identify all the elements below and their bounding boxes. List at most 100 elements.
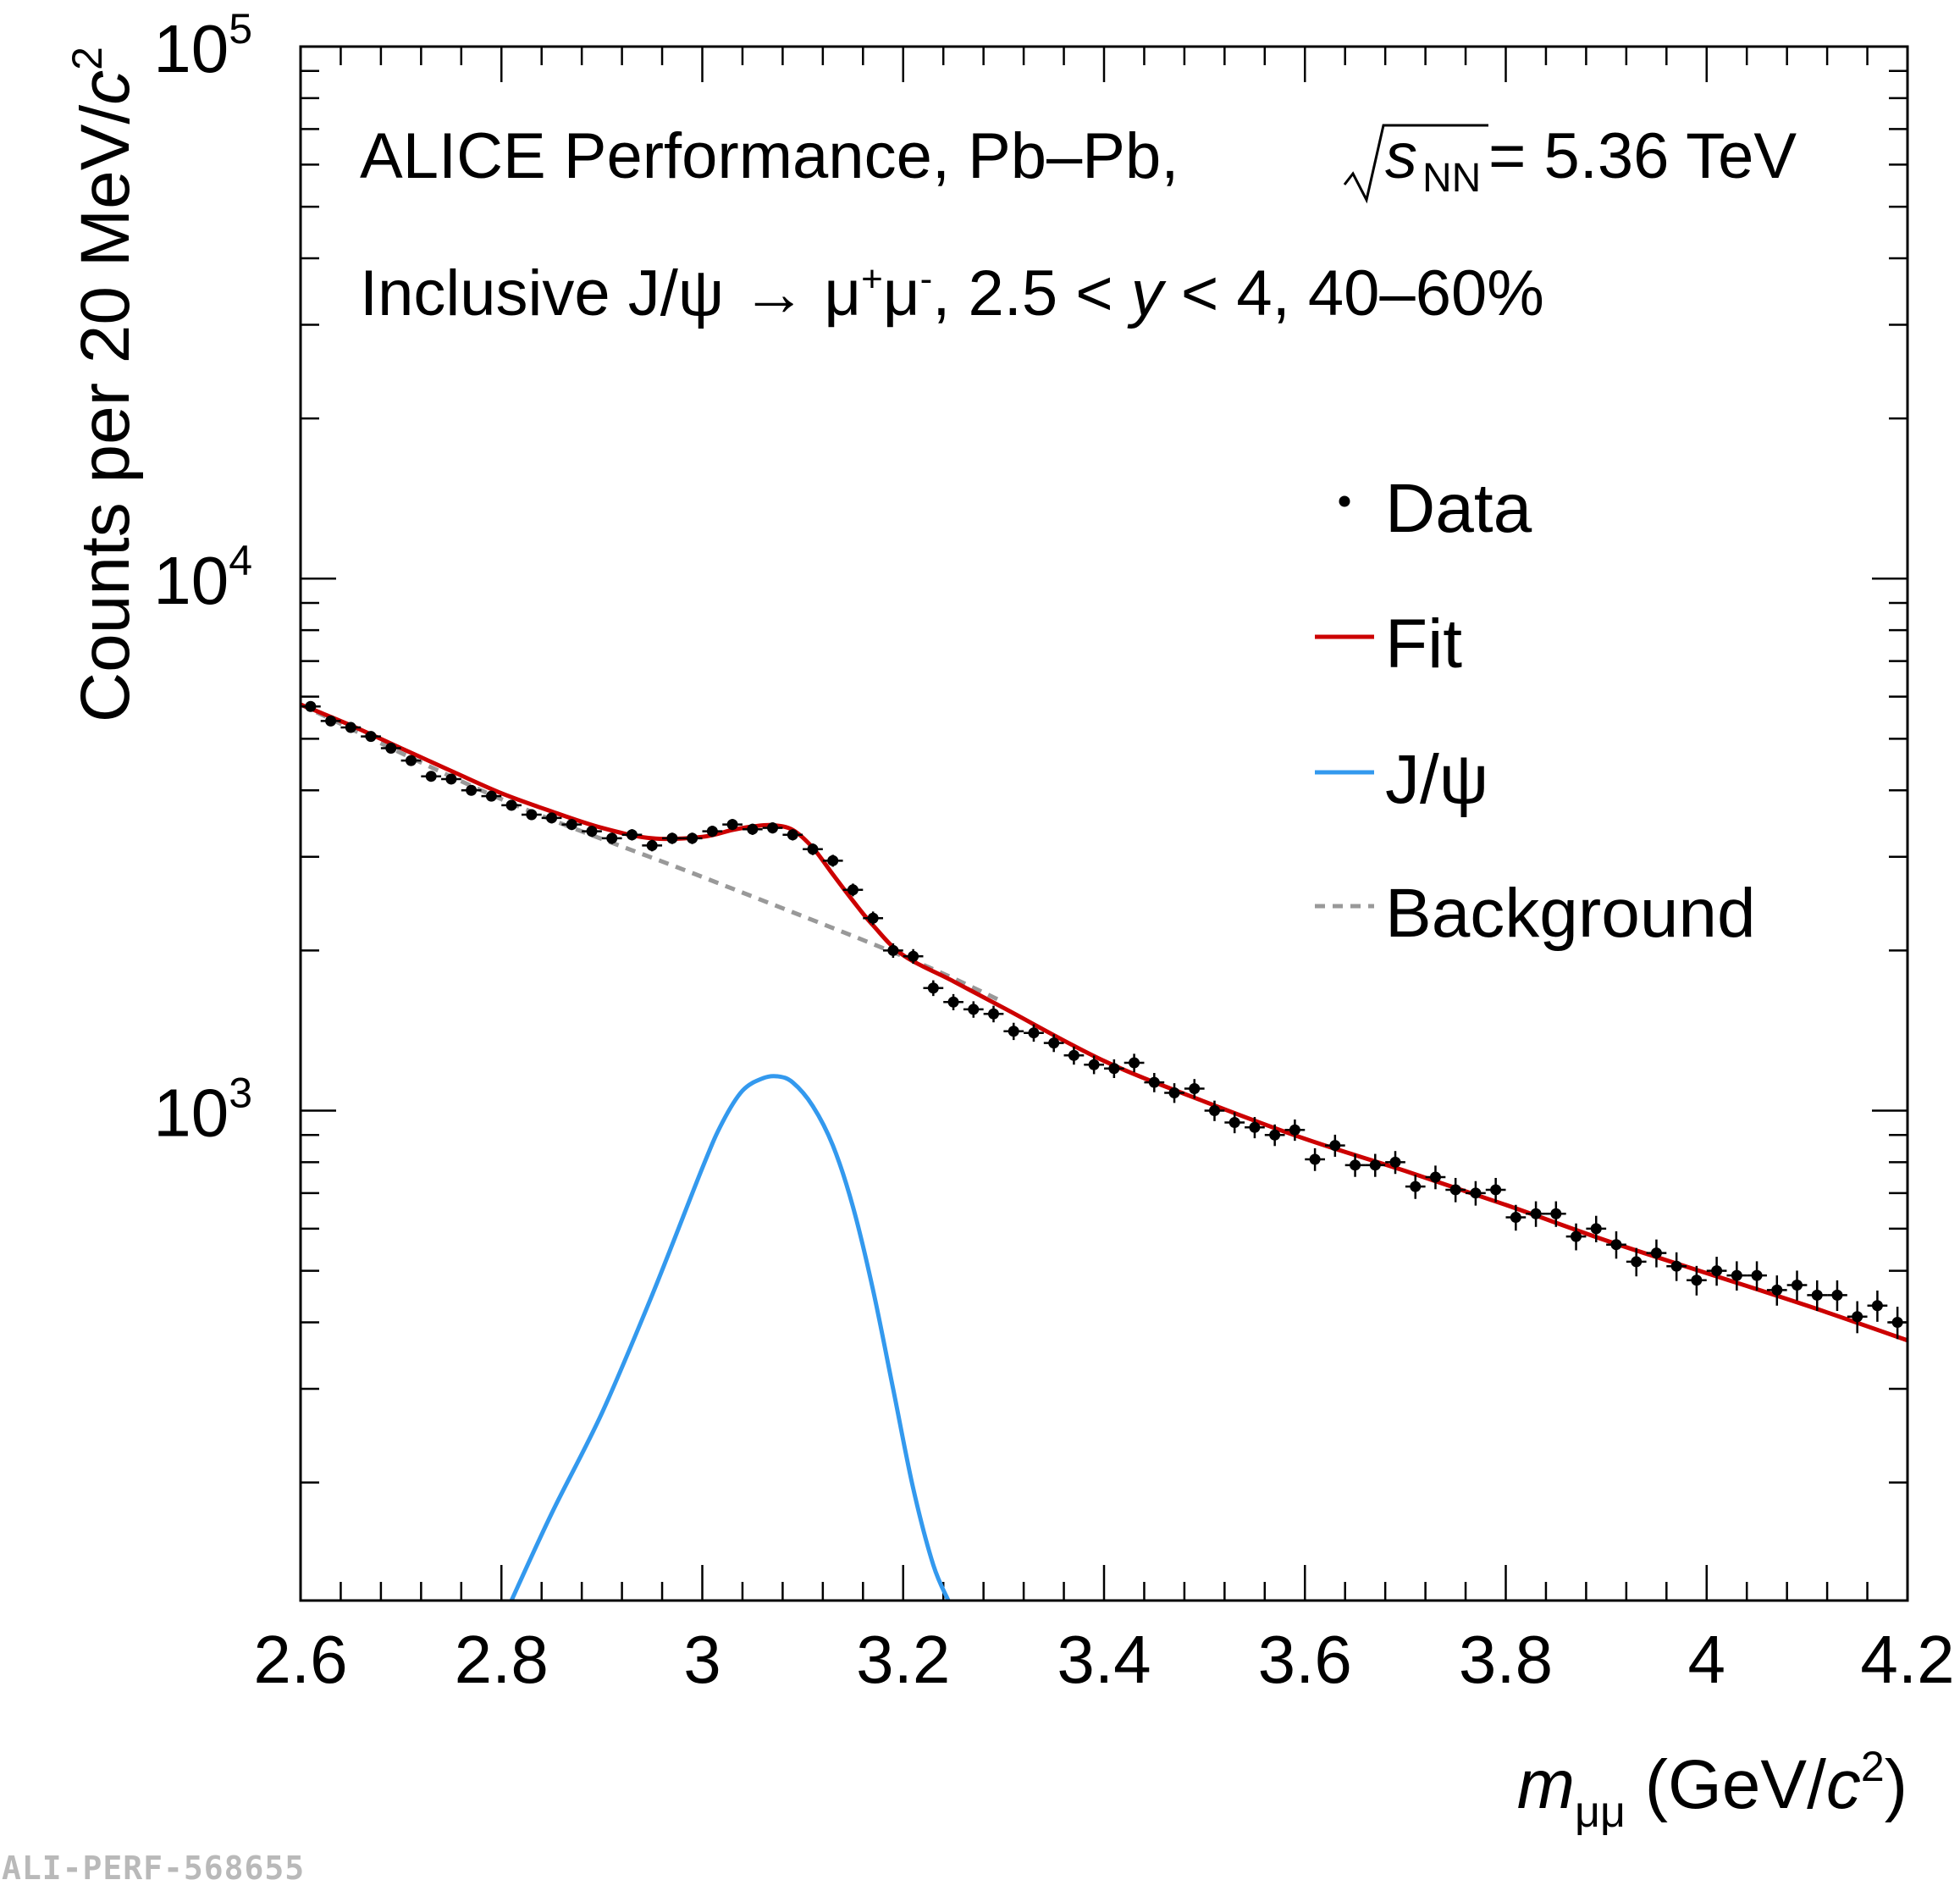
x-tick-label: 4.2 <box>1860 1622 1954 1697</box>
data-points <box>301 700 1908 1340</box>
x-tick-label: 3.8 <box>1459 1622 1553 1697</box>
data-point <box>1365 1153 1386 1177</box>
data-marker <box>1309 1153 1321 1165</box>
y-tick-label: 104 <box>153 537 252 618</box>
data-marker <box>807 843 819 855</box>
data-point <box>1043 1034 1064 1053</box>
data-marker <box>425 771 437 782</box>
header-line1-suffix: = 5.36 TeV <box>1488 120 1797 192</box>
data-point <box>1084 1055 1104 1075</box>
data-marker <box>1129 1057 1140 1069</box>
header-sqrt-sub: NN <box>1422 156 1481 201</box>
data-point <box>1425 1165 1446 1190</box>
data-point <box>361 731 381 743</box>
data-marker <box>1208 1104 1220 1116</box>
data-marker <box>1852 1311 1863 1323</box>
data-marker <box>1550 1208 1562 1219</box>
data-point <box>702 826 723 838</box>
data-marker <box>1269 1129 1281 1141</box>
data-marker <box>1571 1230 1582 1242</box>
data-point <box>1687 1265 1707 1296</box>
data-point <box>1003 1022 1024 1041</box>
data-marker <box>1449 1184 1461 1196</box>
data-point <box>662 832 682 844</box>
y-tick-label: 103 <box>153 1069 252 1150</box>
data-point <box>1586 1215 1607 1242</box>
sqrt-sign <box>1343 124 1488 204</box>
data-point <box>400 755 422 766</box>
data-point <box>1526 1201 1546 1227</box>
data-marker <box>1711 1265 1723 1277</box>
data-marker <box>1610 1239 1622 1251</box>
data-marker <box>566 819 577 831</box>
data-point <box>762 822 783 834</box>
data-marker <box>1048 1037 1060 1049</box>
data-point <box>541 812 562 824</box>
series-layer <box>299 700 1908 1602</box>
y-axis-title: Counts per 20 MeV/c2 <box>63 47 144 722</box>
data-point <box>582 826 602 838</box>
x-tick-label: 3.2 <box>856 1622 950 1697</box>
data-point <box>521 809 542 821</box>
data-marker <box>1148 1076 1160 1088</box>
data-marker <box>1289 1124 1300 1136</box>
data-marker <box>1028 1027 1040 1039</box>
x-axis-title: mμμ (GeV/c2) <box>1517 1743 1908 1837</box>
data-point <box>1766 1275 1787 1306</box>
data-point <box>803 843 823 855</box>
data-point <box>923 980 944 997</box>
data-point <box>883 943 903 959</box>
data-marker <box>827 854 839 866</box>
x-tick-label: 3.6 <box>1258 1622 1352 1697</box>
x-tick-label: 2.8 <box>455 1622 549 1697</box>
data-marker <box>968 1004 980 1015</box>
legend: Data Fit J/ψ Background <box>1315 470 1756 952</box>
data-marker <box>887 944 899 956</box>
data-marker <box>1329 1140 1341 1152</box>
data-point <box>1726 1261 1747 1291</box>
data-point <box>621 829 643 841</box>
legend-entry: Data <box>1339 470 1532 547</box>
data-point <box>380 743 401 755</box>
data-point <box>1786 1270 1808 1301</box>
data-point <box>1385 1151 1405 1175</box>
data-marker <box>1530 1208 1542 1219</box>
data-point <box>1565 1223 1587 1251</box>
x-tick-label: 4 <box>1688 1622 1726 1697</box>
data-marker <box>1871 1300 1883 1312</box>
y-tick-label: 105 <box>153 5 252 86</box>
data-marker <box>1189 1082 1201 1094</box>
x-tick-labels: 2.6 2.8 3 3.2 3.4 3.6 3.8 4 4.2 <box>253 1622 1954 1697</box>
data-marker <box>526 809 538 821</box>
legend-label: Background <box>1385 875 1756 952</box>
data-marker <box>1429 1171 1441 1183</box>
chart: Data Fit J/ψ Background ALICE Performance, … <box>63 5 1955 1837</box>
data-marker <box>385 743 397 755</box>
data-marker <box>706 826 718 838</box>
data-point <box>1063 1046 1085 1065</box>
data-marker <box>1068 1049 1079 1061</box>
watermark-id: ALI-PERF-568655 <box>2 1850 306 1887</box>
data-marker <box>1008 1026 1019 1037</box>
data-marker <box>365 731 377 743</box>
data-point <box>1646 1239 1667 1268</box>
legend-label: Fit <box>1385 605 1462 683</box>
data-marker <box>1631 1256 1643 1268</box>
data-point <box>642 839 663 852</box>
data-point <box>1344 1153 1366 1177</box>
data-point <box>1666 1252 1687 1281</box>
data-marker <box>1891 1317 1903 1329</box>
data-point <box>320 715 341 727</box>
data-marker <box>626 829 638 841</box>
data-point <box>1264 1124 1285 1147</box>
data-point <box>1706 1257 1727 1286</box>
data-marker <box>1389 1156 1401 1168</box>
data-point <box>1827 1280 1847 1311</box>
data-marker <box>1792 1280 1803 1291</box>
data-point <box>903 948 924 965</box>
data-marker <box>1470 1187 1482 1199</box>
data-marker <box>345 722 356 733</box>
data-point <box>1144 1073 1165 1092</box>
data-point <box>441 773 461 785</box>
data-marker <box>847 884 859 896</box>
